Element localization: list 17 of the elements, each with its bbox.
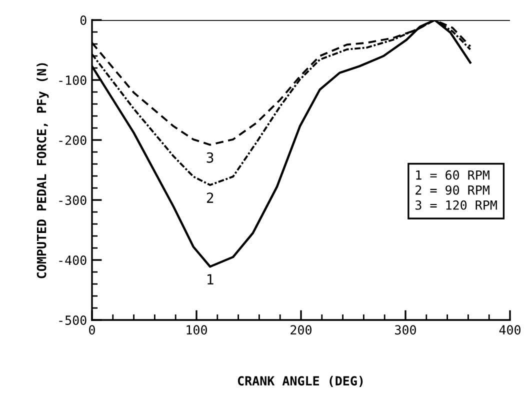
y-axis-title: COMPUTED PEDAL FORCE, PFy (N) [36, 63, 49, 278]
x-tick-label: 400 [499, 325, 520, 335]
x-axis-title: CRANK ANGLE (DEG) [238, 376, 363, 388]
x-tick-label: 0 [89, 325, 95, 335]
y-tick-label: 0 [80, 16, 86, 25]
series-label: 3 [206, 152, 214, 163]
x-tick-label: 100 [186, 325, 207, 335]
x-tick-label: 300 [395, 325, 416, 335]
y-tick-label: -300 [59, 196, 86, 205]
y-tick-label: -200 [59, 136, 86, 145]
series-label: 2 [206, 192, 214, 203]
y-tick-label: -400 [59, 256, 86, 265]
y-tick-label: -500 [59, 316, 86, 325]
annotation: 1 = 60 RPM 2 = 90 RPM 3 = 120 RPM [416, 170, 497, 210]
series-label: 1 [208, 274, 214, 284]
x-tick-label: 200 [290, 325, 312, 335]
y-tick-label: -100 [59, 76, 86, 85]
